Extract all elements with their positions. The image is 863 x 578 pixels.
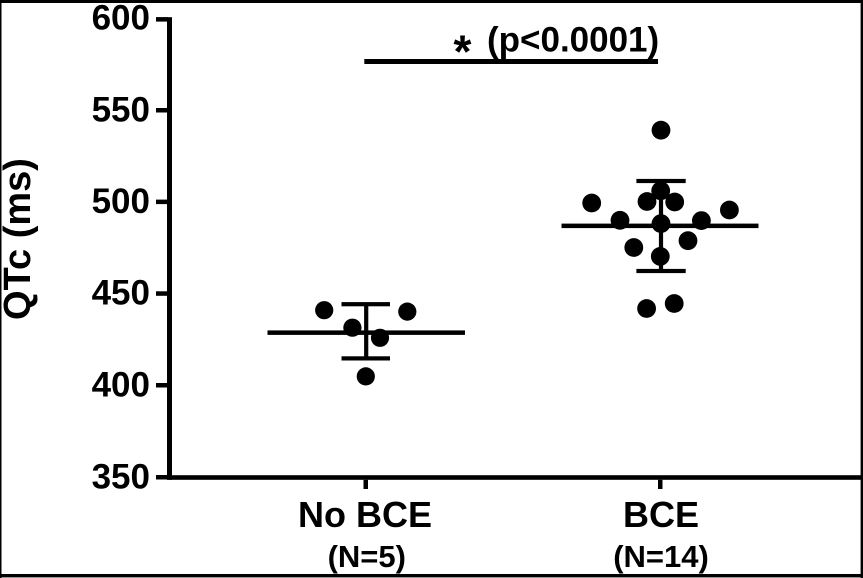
- svg-text:QTc (ms): QTc (ms): [0, 158, 39, 320]
- svg-text:550: 550: [92, 90, 150, 129]
- svg-text:600: 600: [92, 0, 150, 38]
- svg-text:No BCE: No BCE: [298, 494, 432, 535]
- svg-text:*: *: [454, 25, 472, 77]
- svg-text:450: 450: [92, 274, 150, 313]
- svg-text:350: 350: [92, 457, 150, 496]
- svg-text:BCE: BCE: [623, 494, 699, 535]
- svg-text:500: 500: [92, 182, 150, 221]
- svg-text:(N=14): (N=14): [613, 539, 709, 574]
- svg-text:(p<0.0001): (p<0.0001): [487, 21, 659, 60]
- svg-text:(N=5): (N=5): [328, 539, 406, 574]
- svg-text:400: 400: [92, 365, 150, 404]
